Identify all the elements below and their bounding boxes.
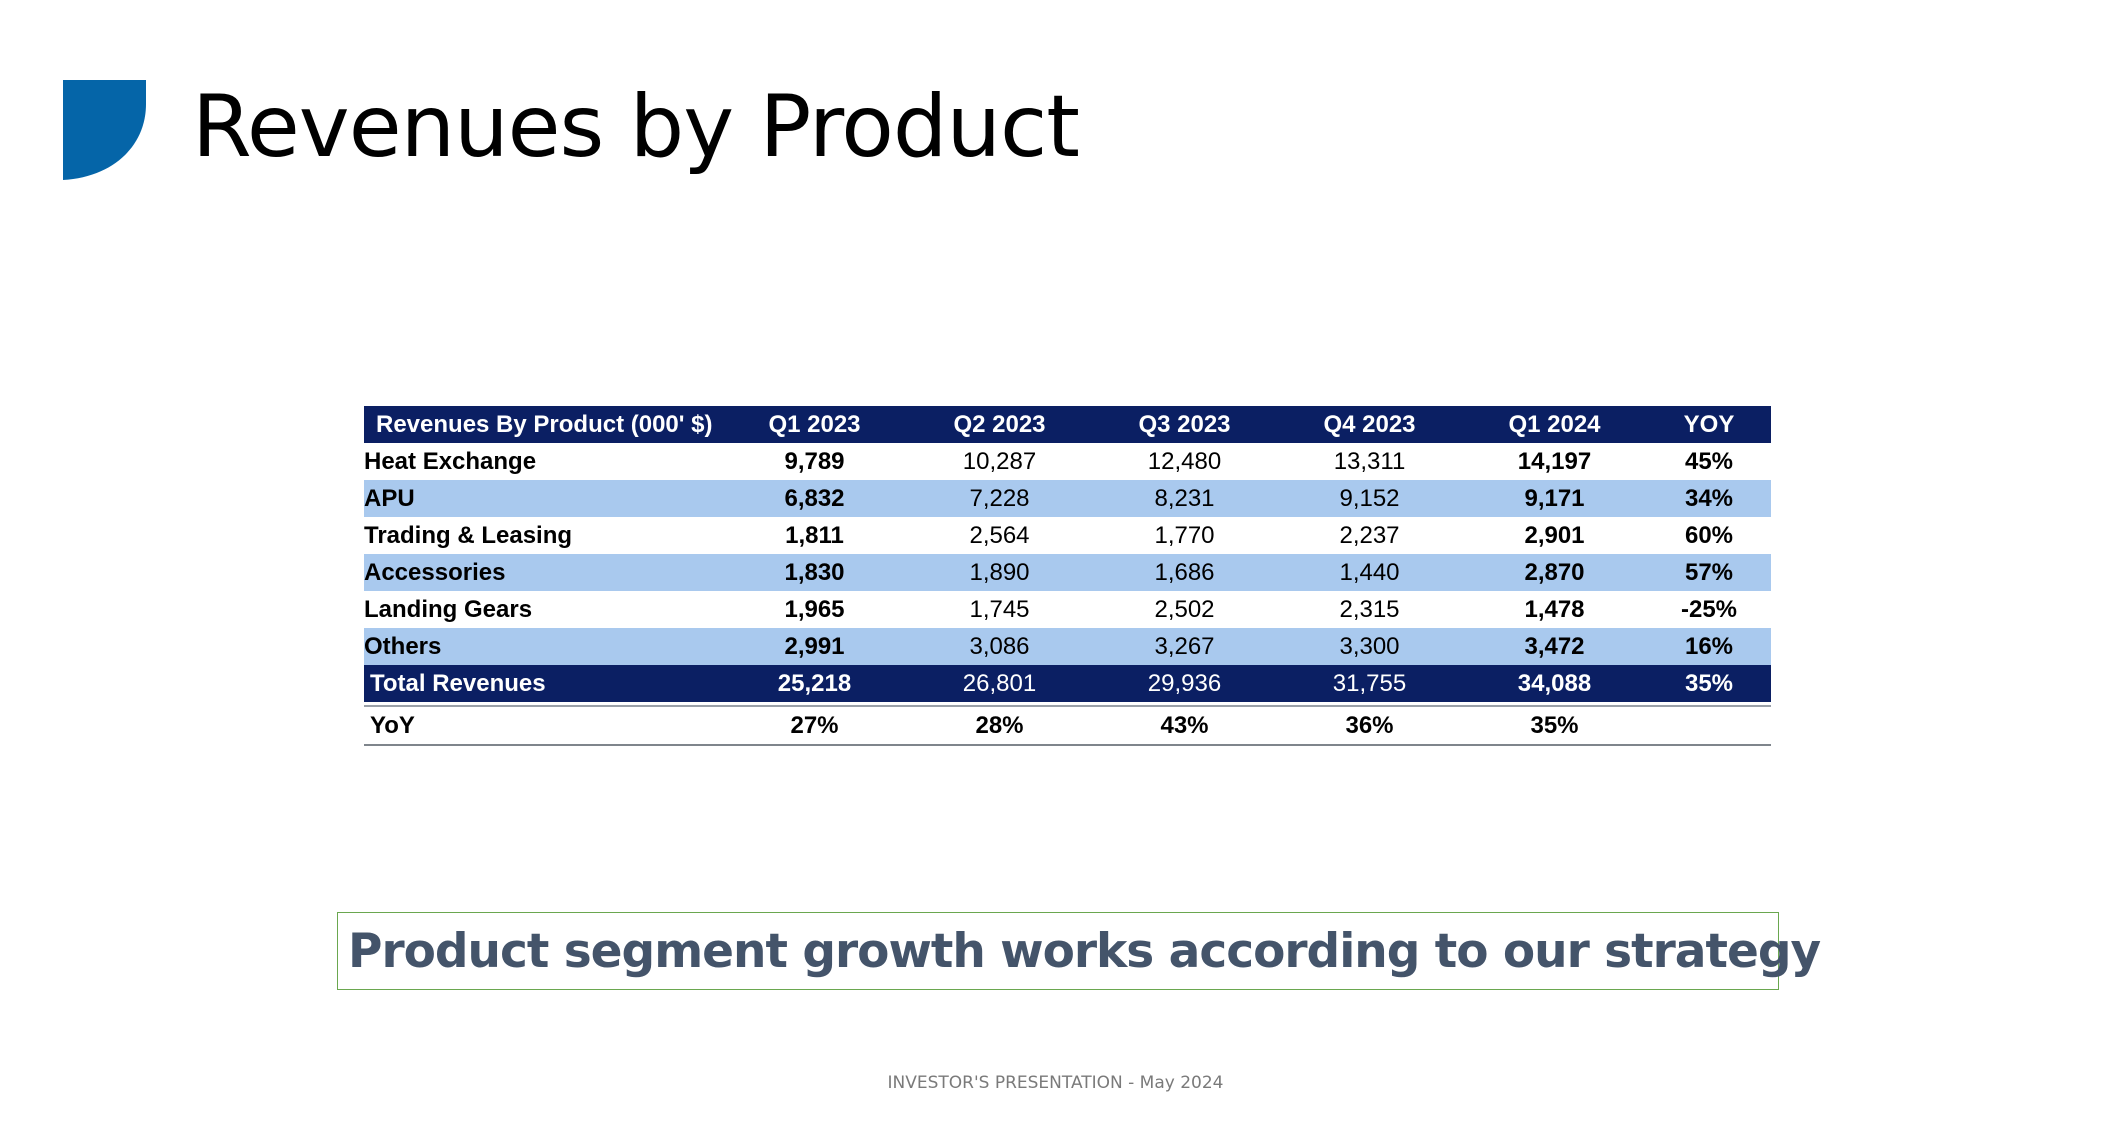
table-cell: 31,755 [1277,665,1462,702]
row-label: Landing Gears [364,591,722,628]
divider-cell [364,702,1771,707]
table-cell: 2,502 [1092,591,1277,628]
table-cell: 10,287 [907,443,1092,480]
row-label: Total Revenues [364,665,722,702]
table-cell: 14,197 [1462,443,1647,480]
table-cell: 6,832 [722,480,907,517]
table-cell: 1,770 [1092,517,1277,554]
table-row: Trading & Leasing 1,811 2,564 1,770 2,23… [364,517,1771,554]
table-cell: 35% [1647,665,1771,702]
table-cell: 2,901 [1462,517,1647,554]
table-cell: 1,478 [1462,591,1647,628]
table-cell: 16% [1647,628,1771,665]
table-row: Accessories 1,830 1,890 1,686 1,440 2,87… [364,554,1771,591]
table-cell: 60% [1647,517,1771,554]
row-label: YoY [364,706,722,746]
table-row: Heat Exchange 9,789 10,287 12,480 13,311… [364,443,1771,480]
column-header: Q3 2023 [1092,406,1277,443]
table-cell: -25% [1647,591,1771,628]
column-header: Revenues By Product (000' $) [364,406,722,443]
table-cell: 25,218 [722,665,907,702]
strategy-callout-box: Product segment growth works according t… [337,912,1821,990]
table-cell: 2,564 [907,517,1092,554]
table-cell: 36% [1277,706,1462,746]
table-cell: 26,801 [907,665,1092,702]
table-cell: 2,991 [722,628,907,665]
table-cell: 27% [722,706,907,746]
table-cell: 13,311 [1277,443,1462,480]
table-cell: 9,152 [1277,480,1462,517]
page-title: Revenues by Product [192,77,1080,177]
table-cell: 28% [907,706,1092,746]
yoy-row: YoY 27% 28% 43% 36% 35% [364,706,1771,746]
table-cell: 1,745 [907,591,1092,628]
column-header: Q1 2023 [722,406,907,443]
table-header-row: Revenues By Product (000' $) Q1 2023 Q2 … [364,406,1771,443]
total-row: Total Revenues 25,218 26,801 29,936 31,7… [364,665,1771,702]
table-cell: 29,936 [1092,665,1277,702]
table-cell: 43% [1092,706,1277,746]
table-cell: 1,830 [722,554,907,591]
table-cell [1647,706,1771,746]
table-cell: 3,472 [1462,628,1647,665]
table-cell: 57% [1647,554,1771,591]
table-cell: 3,267 [1092,628,1277,665]
table-cell: 2,870 [1462,554,1647,591]
table-row: Others 2,991 3,086 3,267 3,300 3,472 16% [364,628,1771,665]
logo-accent-shape [63,80,146,180]
table-cell: 1,890 [907,554,1092,591]
table-cell: 1,811 [722,517,907,554]
table-cell: 3,086 [907,628,1092,665]
row-label: Others [364,628,722,665]
table-cell: 34,088 [1462,665,1647,702]
column-header: Q1 2024 [1462,406,1647,443]
table-cell: 7,228 [907,480,1092,517]
table-row: Landing Gears 1,965 1,745 2,502 2,315 1,… [364,591,1771,628]
table-cell: 45% [1647,443,1771,480]
column-header: YOY [1647,406,1771,443]
table-cell: 2,237 [1277,517,1462,554]
table-cell: 35% [1462,706,1647,746]
row-label: Accessories [364,554,722,591]
table-cell: 3,300 [1277,628,1462,665]
table-cell: 1,965 [722,591,907,628]
column-header: Q2 2023 [907,406,1092,443]
table-divider [364,702,1771,707]
table-cell: 2,315 [1277,591,1462,628]
table-cell: 34% [1647,480,1771,517]
column-header: Q4 2023 [1277,406,1462,443]
callout-text: Product segment growth works according t… [348,923,1821,979]
row-label: Heat Exchange [364,443,722,480]
footer-text: INVESTOR'S PRESENTATION - May 2024 [887,1073,1224,1093]
table-cell: 9,789 [722,443,907,480]
table-cell: 9,171 [1462,480,1647,517]
table-cell: 1,440 [1277,554,1462,591]
row-label: Trading & Leasing [364,517,722,554]
table-cell: 1,686 [1092,554,1277,591]
row-label: APU [364,480,722,517]
revenues-table: Revenues By Product (000' $) Q1 2023 Q2 … [364,406,1771,746]
table-cell: 12,480 [1092,443,1277,480]
table-cell: 8,231 [1092,480,1277,517]
table-row: APU 6,832 7,228 8,231 9,152 9,171 34% [364,480,1771,517]
